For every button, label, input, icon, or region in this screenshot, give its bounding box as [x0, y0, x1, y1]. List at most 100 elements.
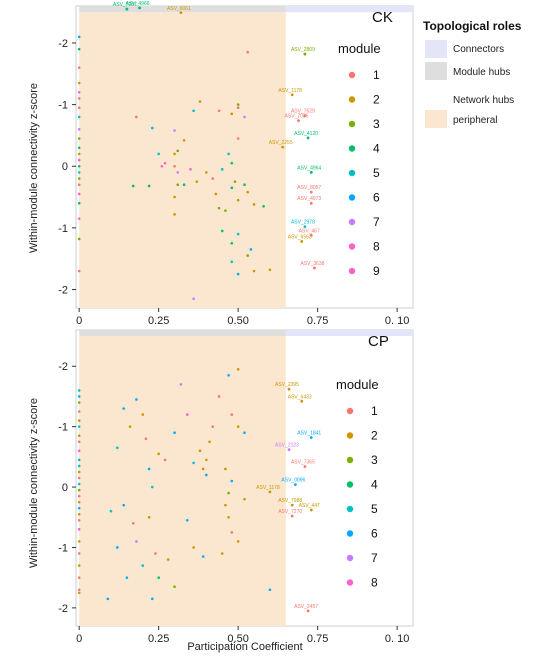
cp-point-label: ASV_7988: [278, 498, 302, 504]
ck-legend-label-7: 7: [373, 215, 380, 229]
cp-y-tick-label: -2: [58, 603, 68, 615]
cp-data-point: [77, 419, 81, 422]
cp-labeled-point: [306, 609, 310, 613]
ck-data-point: [227, 152, 230, 156]
ck-point-label: ASV_4120: [294, 131, 318, 137]
ck-labeled-point: [138, 6, 141, 10]
cp-data-point: [77, 470, 81, 474]
cp-data-point: [77, 440, 81, 444]
ck-labeled-point: [309, 201, 313, 205]
cp-data-point: [77, 425, 81, 428]
cp-legend-label-5: 5: [371, 502, 378, 516]
ck-data-point: [77, 164, 81, 168]
ck-data-point: [236, 272, 240, 276]
cp-point-label: ASV_6433: [288, 394, 312, 400]
ck-data-point: [205, 171, 208, 174]
cp-data-point: [192, 461, 195, 465]
ck-labeled-point: [309, 190, 313, 194]
ck-legend-label-4: 4: [373, 142, 380, 156]
ck-point-label: ASV_7237: [113, 2, 137, 8]
ck-data-point: [147, 184, 151, 188]
cp-data-point: [230, 413, 234, 416]
cp-data-point: [116, 546, 119, 549]
ck-labeled-point: [179, 11, 183, 15]
ck-data-point: [77, 201, 81, 205]
ck-point-label: ASV_2978: [291, 220, 315, 226]
ck-legend-label-8: 8: [373, 240, 380, 254]
cp-point-label: ASV_1841: [297, 431, 321, 437]
ck-data-point: [230, 112, 234, 116]
cp-legend-label-6: 6: [371, 527, 378, 541]
ck-data-point: [77, 66, 81, 69]
cp-data-point: [141, 413, 145, 416]
ck-data-point: [163, 161, 167, 165]
ck-data-point: [214, 192, 218, 196]
cp-labeled-point: [309, 436, 313, 439]
ck-data-point: [246, 254, 249, 257]
ck-x-tick-label: 0.75: [307, 315, 328, 327]
cp-labeled-point: [287, 448, 291, 452]
ck-legend-key-4: [348, 145, 356, 152]
ck-point-label: ASV_2255: [269, 140, 293, 146]
ck-data-point: [230, 241, 234, 245]
ck-data-point: [77, 269, 81, 273]
ck-module-hubs-region: [79, 6, 286, 13]
cp-labeled-point: [287, 387, 291, 391]
cp-data-point: [205, 473, 208, 477]
ck-data-point: [230, 260, 234, 264]
cp-legend-label-3: 3: [371, 453, 378, 467]
panel-cp: CP -2 -1 0 -1 -2 0 0.25 0.50 0.75 0. 10 ASV_2395 ASV…: [58, 329, 414, 645]
cp-data-point: [77, 552, 81, 555]
cp-peripheral-region: [79, 336, 286, 626]
ck-data-point: [77, 183, 81, 187]
ck-data-point: [189, 168, 192, 171]
ck-x-tick-label: 0.50: [227, 315, 248, 327]
cp-data-point: [211, 425, 215, 428]
cp-data-point: [116, 446, 119, 450]
cp-data-point: [173, 585, 176, 589]
cp-x-tick-label: 0.75: [307, 633, 328, 645]
ck-data-point: [182, 183, 186, 187]
cp-data-point: [147, 515, 151, 519]
ck-data-point: [236, 137, 240, 140]
cp-point-label: ASV_7365: [291, 460, 315, 466]
cp-data-point: [77, 449, 81, 453]
ck-labeled-point: [306, 136, 310, 140]
cp-legend-label-4: 4: [371, 478, 378, 492]
cp-data-point: [135, 540, 138, 543]
cp-data-point: [157, 452, 160, 456]
cp-data-point: [122, 503, 125, 507]
cp-legend-key-2: [346, 432, 354, 439]
ck-data-point: [77, 115, 81, 119]
cp-y-tick-label: -1: [58, 542, 68, 554]
cp-data-point: [227, 515, 230, 519]
ck-legend-label-6: 6: [373, 191, 380, 205]
ck-data-point: [252, 269, 256, 273]
ck-data-point: [77, 192, 81, 196]
cp-point-label: ASV_7270: [278, 509, 302, 515]
ck-data-point: [77, 171, 81, 174]
ck-data-point: [246, 50, 249, 54]
roles-legend-title: Topological roles: [423, 19, 522, 33]
ck-point-label: ASV_6061: [167, 6, 191, 12]
ck-data-point: [157, 152, 160, 156]
ck-data-point: [77, 97, 81, 100]
cp-data-point: [173, 431, 176, 434]
ck-point-label: ASV_8057: [297, 185, 321, 191]
cp-data-point: [217, 395, 221, 398]
cp-point-label: ASV_2123: [275, 443, 299, 449]
ck-data-point: [182, 139, 186, 142]
cp-legend-key-7: [346, 554, 354, 562]
ck-labeled-point: [303, 114, 307, 118]
cp-data-point: [128, 425, 132, 428]
cp-data-point: [77, 588, 81, 592]
roles-legend: Topological roles Connectors Module hubs…: [423, 19, 522, 128]
cp-panel-title: CP: [368, 333, 389, 350]
ck-data-point: [236, 106, 240, 109]
ck-x-tick-label: 0: [76, 315, 82, 327]
ck-data-point: [217, 206, 221, 210]
cp-legend-key-8: [346, 579, 354, 586]
cp-data-point: [185, 518, 189, 522]
cp-legend-label-8: 8: [371, 576, 378, 590]
cp-data-point: [125, 576, 129, 579]
